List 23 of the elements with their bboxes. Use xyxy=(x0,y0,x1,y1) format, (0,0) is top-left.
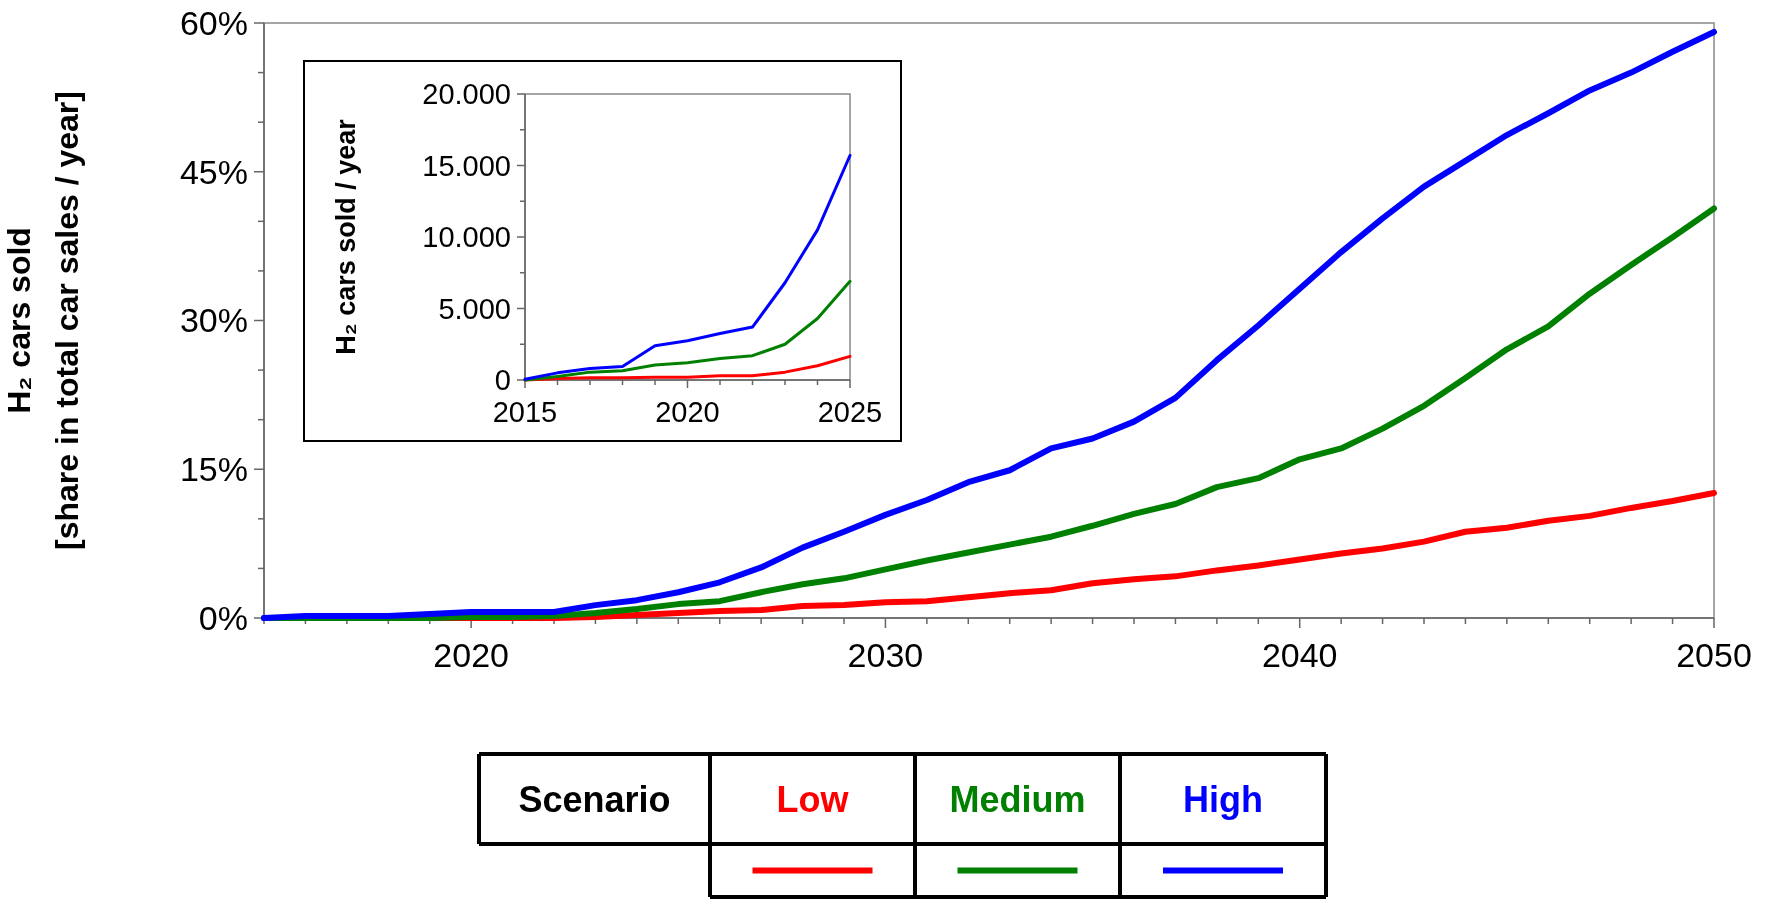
text: Medium xyxy=(949,778,1086,820)
text: High xyxy=(1183,778,1263,820)
x-tick-label: 2015 xyxy=(492,396,558,429)
x-tick-label: 2020 xyxy=(655,396,720,429)
y-tick-label: 20.000 xyxy=(422,78,511,111)
y-tick-label: 0% xyxy=(198,598,248,637)
y-tick-label: 0 xyxy=(494,364,511,397)
y-tick-label: 60% xyxy=(179,3,248,42)
y-axis-title: H₂ cars sold [share in total car sales / year] xyxy=(1,91,85,550)
y-tick-label: 45% xyxy=(179,152,248,191)
x-tick-label: 2020 xyxy=(433,636,509,675)
y-axis-title: H₂ cars sold / year xyxy=(331,118,361,355)
x-tick-label: 2030 xyxy=(847,636,924,675)
y-tick-label: 5.000 xyxy=(438,292,511,325)
x-tick-label: 2040 xyxy=(1261,636,1338,675)
y-tick-label: 10.000 xyxy=(422,221,511,254)
legend-title: Scenario xyxy=(518,778,671,820)
y-tick-label: 15% xyxy=(179,450,248,489)
y-tick-label: 30% xyxy=(179,301,248,340)
x-tick-label: 2050 xyxy=(1676,636,1752,675)
y-tick-label: 15.000 xyxy=(422,149,511,182)
text: Low xyxy=(776,778,850,820)
x-tick-label: 2025 xyxy=(817,396,883,429)
